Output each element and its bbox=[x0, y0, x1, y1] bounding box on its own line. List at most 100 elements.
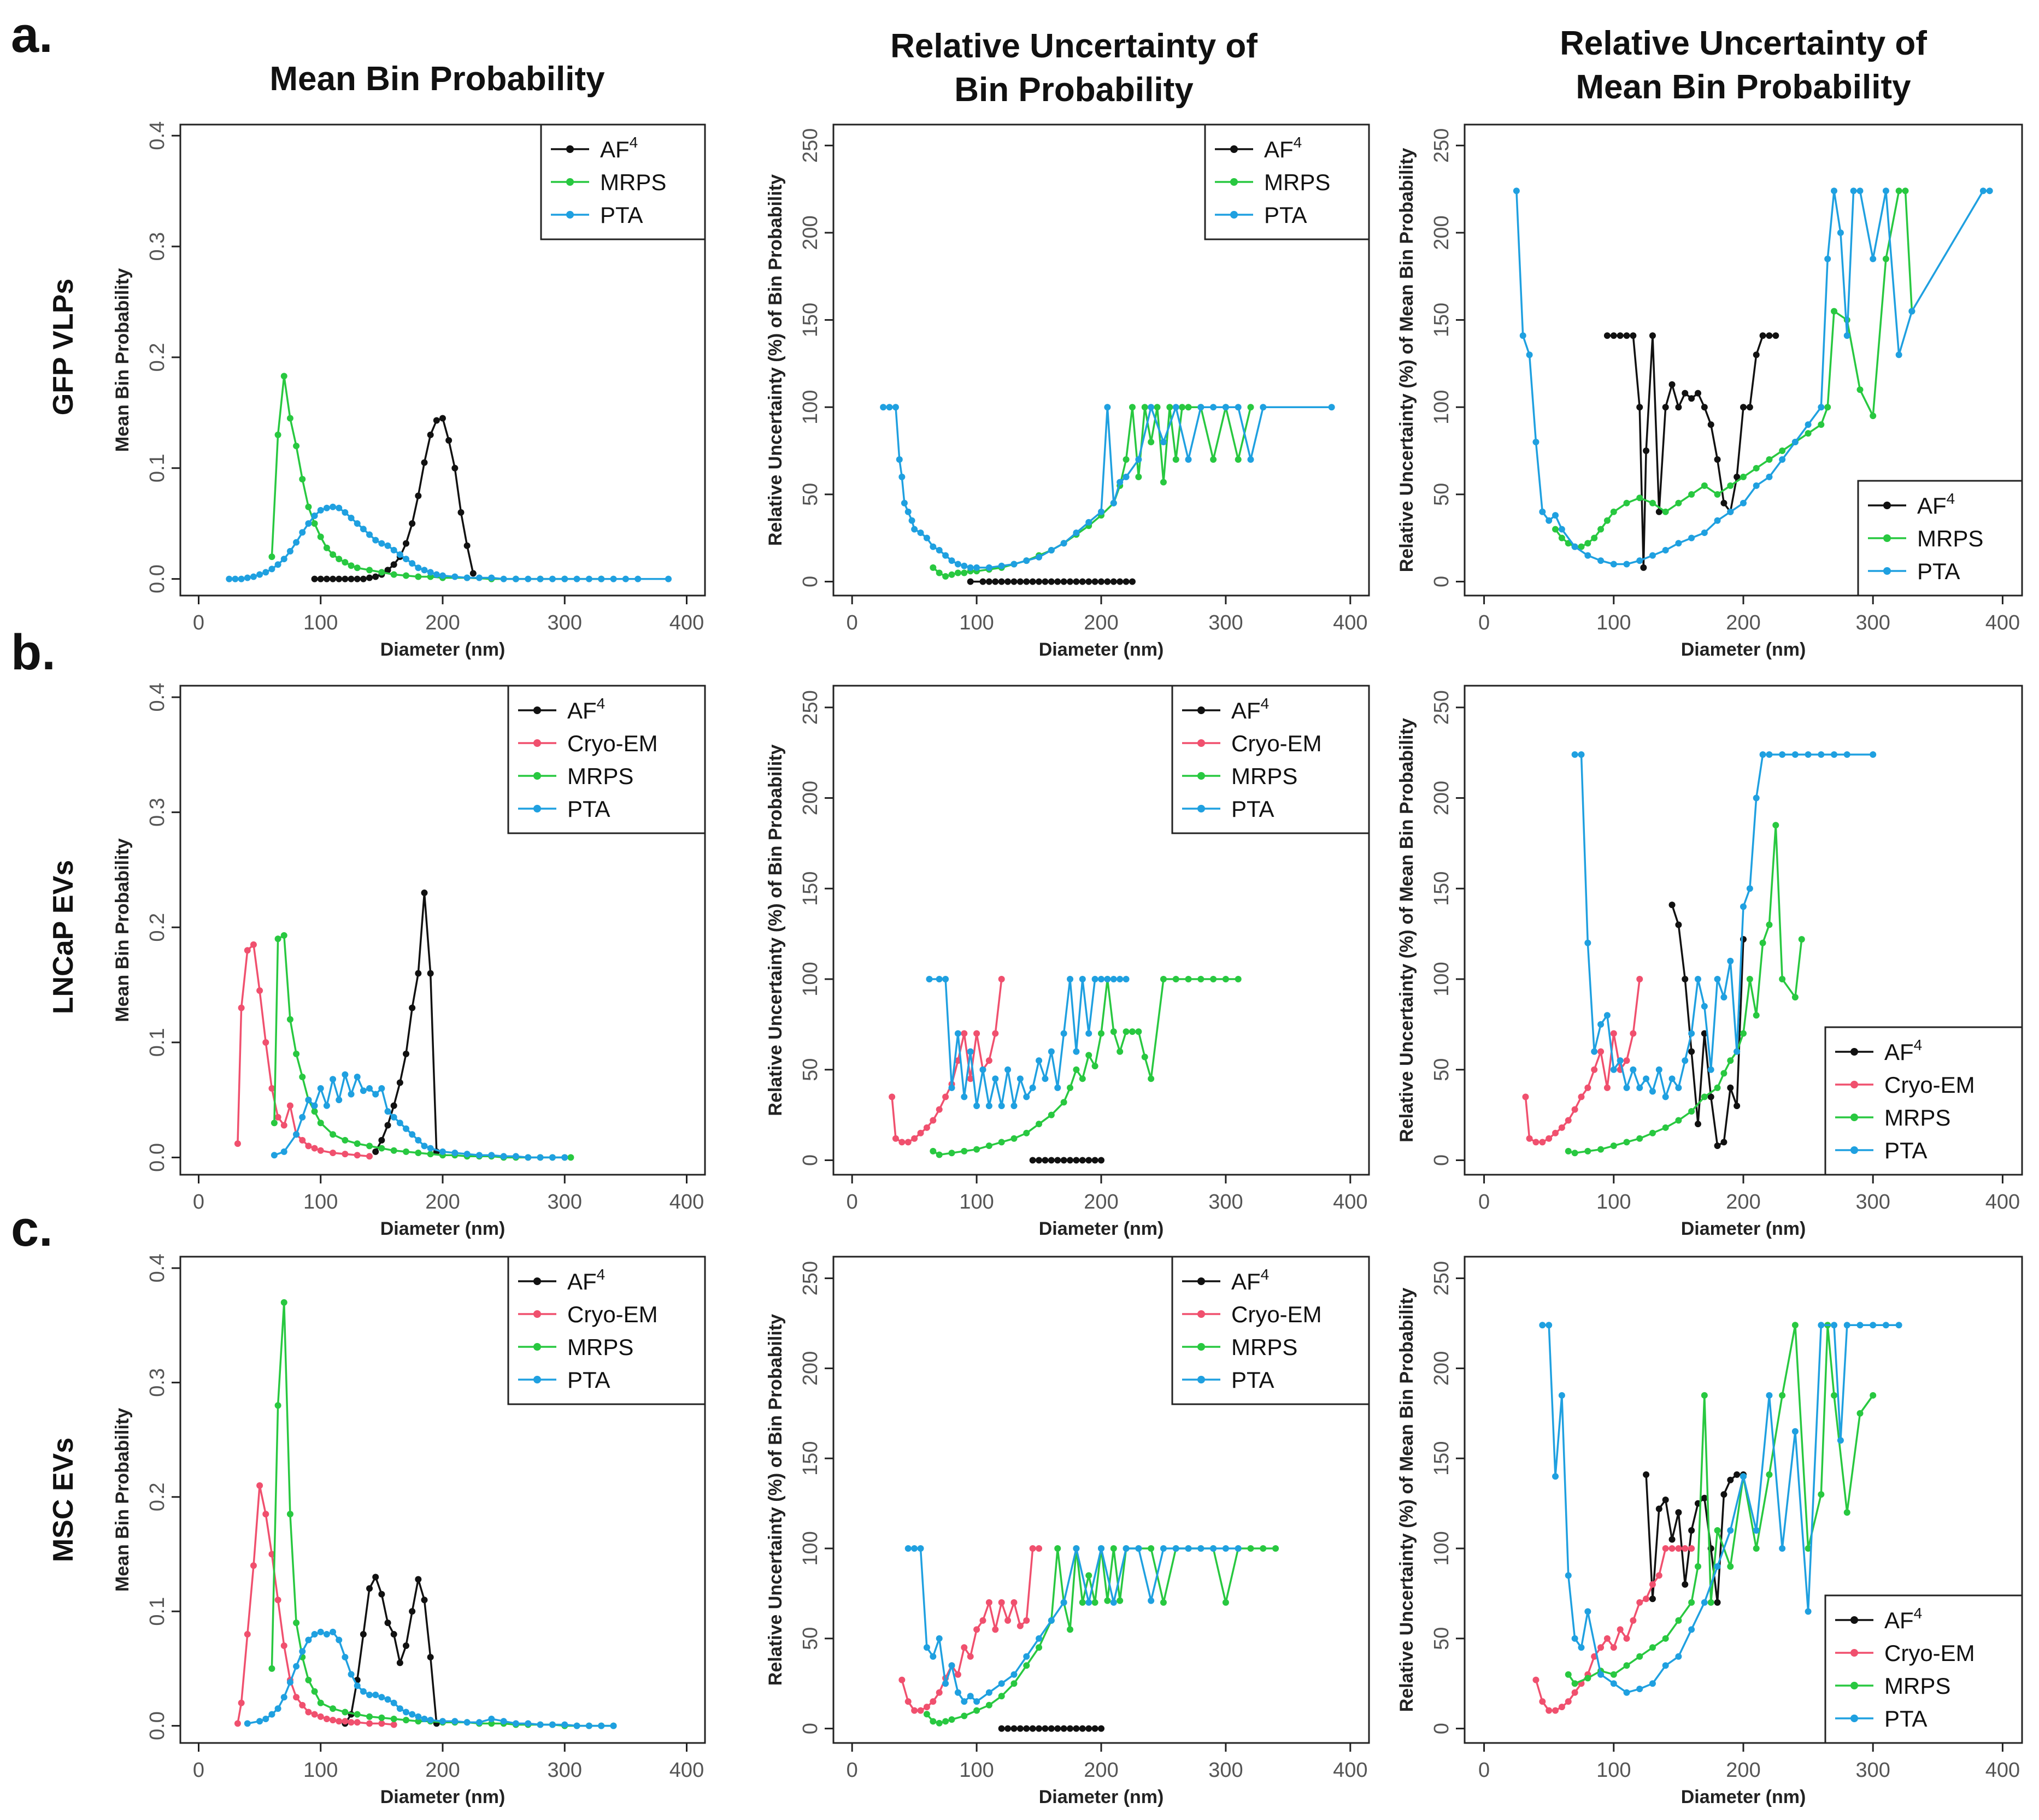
data-point bbox=[1649, 552, 1656, 559]
data-point bbox=[1010, 1725, 1018, 1732]
data-point bbox=[1135, 1028, 1142, 1035]
x-tick-label: 300 bbox=[1856, 611, 1890, 634]
legend-marker bbox=[1197, 1343, 1205, 1351]
data-point bbox=[961, 1030, 968, 1037]
legend-marker bbox=[533, 772, 541, 780]
legend-marker bbox=[1197, 1376, 1205, 1383]
data-point bbox=[1552, 1707, 1559, 1714]
data-point bbox=[954, 1689, 961, 1696]
data-point bbox=[311, 1631, 318, 1638]
series-af4 bbox=[998, 1725, 1104, 1732]
data-point bbox=[1694, 390, 1701, 397]
data-point bbox=[1740, 404, 1747, 411]
data-point bbox=[1740, 1473, 1747, 1480]
data-point bbox=[1701, 1599, 1708, 1606]
data-point bbox=[244, 1631, 251, 1638]
data-point bbox=[1067, 976, 1074, 982]
data-point bbox=[1110, 976, 1117, 982]
legend-entry-mrps: MRPS bbox=[1835, 1673, 1950, 1699]
series-cryo-em bbox=[898, 1545, 1043, 1714]
legend-label-superscript: 4 bbox=[1261, 1266, 1270, 1283]
x-axis-label: Diameter (nm) bbox=[1681, 1787, 1806, 1807]
data-point bbox=[280, 1148, 287, 1155]
data-point bbox=[1222, 404, 1229, 411]
data-point bbox=[500, 575, 507, 582]
data-point bbox=[378, 569, 385, 576]
data-point bbox=[390, 1716, 397, 1723]
data-point bbox=[1682, 1545, 1689, 1552]
legend-label: MRPS bbox=[567, 1334, 633, 1360]
data-point bbox=[311, 520, 318, 527]
y-tick-label: 50 bbox=[1430, 483, 1453, 506]
legend-marker bbox=[1850, 1146, 1858, 1154]
data-point bbox=[1766, 921, 1773, 928]
series-af4 bbox=[1643, 1471, 1747, 1606]
data-point bbox=[1054, 1084, 1061, 1091]
data-point bbox=[415, 564, 422, 572]
data-point bbox=[942, 573, 949, 580]
y-axis-label: Relative Uncertainty (%) of Bin Probabil… bbox=[765, 744, 786, 1116]
data-point bbox=[886, 404, 893, 411]
x-axis-label: Diameter (nm) bbox=[1039, 639, 1164, 660]
data-point bbox=[1694, 1121, 1701, 1128]
data-point bbox=[384, 567, 391, 574]
data-point bbox=[396, 1079, 403, 1086]
data-point bbox=[226, 575, 233, 582]
y-tick-label: 250 bbox=[1430, 128, 1453, 163]
data-point bbox=[1141, 1053, 1148, 1061]
data-point bbox=[954, 1671, 961, 1678]
y-tick-label: 100 bbox=[1430, 962, 1453, 996]
data-point bbox=[1662, 1635, 1669, 1642]
data-point bbox=[1085, 1599, 1092, 1606]
y-axis-label: Relative Uncertainty (%) of Bin Probabil… bbox=[765, 174, 786, 546]
data-point bbox=[1655, 1066, 1662, 1073]
data-point bbox=[561, 575, 568, 582]
data-point bbox=[1630, 1066, 1637, 1073]
data-point bbox=[1091, 1063, 1098, 1070]
data-point bbox=[317, 1699, 324, 1706]
data-point bbox=[1578, 751, 1585, 758]
data-point bbox=[403, 1148, 410, 1155]
row-label-lncap-evs: LNCaP EVs bbox=[48, 860, 79, 1014]
data-point bbox=[1649, 1680, 1656, 1687]
data-point bbox=[390, 571, 397, 578]
data-point bbox=[1067, 1084, 1074, 1091]
legend-label-superscript: 4 bbox=[1261, 695, 1270, 712]
data-point bbox=[1571, 1680, 1578, 1687]
data-point bbox=[1247, 1545, 1254, 1552]
data-point bbox=[1688, 1545, 1695, 1552]
data-point bbox=[1060, 1725, 1067, 1732]
data-point bbox=[348, 1671, 355, 1678]
legend-label: PTA bbox=[600, 202, 643, 228]
data-point bbox=[390, 1102, 397, 1109]
x-axis-label: Diameter (nm) bbox=[1681, 1218, 1806, 1239]
data-point bbox=[1135, 456, 1142, 463]
data-point bbox=[1042, 1725, 1049, 1732]
data-point bbox=[1036, 1057, 1043, 1064]
data-point bbox=[1042, 1075, 1049, 1082]
legend-label-text: PTA bbox=[1917, 558, 1960, 584]
data-point bbox=[1610, 332, 1617, 339]
data-point bbox=[1546, 1135, 1553, 1142]
data-point bbox=[354, 1711, 361, 1718]
series-cryo-em bbox=[234, 1482, 397, 1728]
data-point bbox=[286, 547, 293, 555]
y-axis-label: Relative Uncertainty (%) of Mean Bin Pro… bbox=[1396, 718, 1417, 1142]
data-point bbox=[1753, 482, 1760, 489]
legend-entry-pta: PTA bbox=[551, 202, 643, 228]
data-point bbox=[1067, 1725, 1074, 1732]
data-point bbox=[1843, 1509, 1850, 1516]
data-point bbox=[1740, 499, 1747, 506]
data-point bbox=[1727, 1476, 1734, 1483]
data-point bbox=[1247, 456, 1254, 463]
y-tick-label: 150 bbox=[1430, 303, 1453, 337]
data-point bbox=[1552, 1473, 1559, 1480]
data-point bbox=[360, 575, 367, 582]
legend-entry-pta: PTA bbox=[1215, 202, 1307, 228]
data-point bbox=[1060, 1099, 1067, 1106]
y-tick-label: 0 bbox=[799, 1723, 822, 1734]
data-point bbox=[1640, 564, 1647, 571]
data-point bbox=[967, 1075, 974, 1082]
data-point bbox=[567, 1154, 574, 1161]
